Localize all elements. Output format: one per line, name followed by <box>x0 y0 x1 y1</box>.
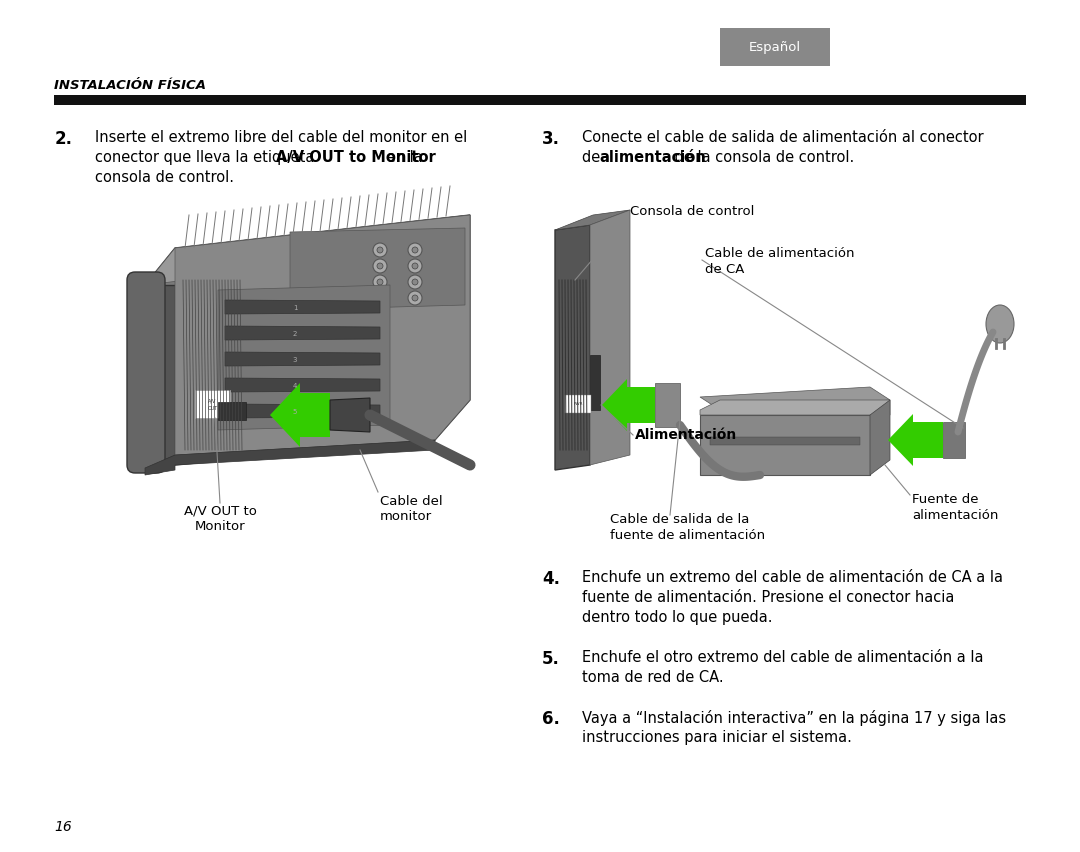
Text: INSTALACIÓN FÍSICA: INSTALACIÓN FÍSICA <box>54 79 206 92</box>
Circle shape <box>377 263 383 269</box>
Text: A/V OUT to Monitor: A/V OUT to Monitor <box>276 150 436 165</box>
Polygon shape <box>145 215 470 285</box>
Bar <box>700 415 870 475</box>
Text: Vaya a “Instalación interactiva” en la página 17 y siga las: Vaya a “Instalación interactiva” en la p… <box>582 710 1007 726</box>
Circle shape <box>373 275 387 289</box>
Polygon shape <box>590 210 630 465</box>
Bar <box>710 437 860 445</box>
Bar <box>195 390 230 418</box>
Circle shape <box>377 295 383 301</box>
Circle shape <box>408 259 422 273</box>
Text: toma de red de CA.: toma de red de CA. <box>582 670 724 685</box>
Text: OUT: OUT <box>207 406 218 411</box>
Circle shape <box>408 291 422 305</box>
Polygon shape <box>870 400 890 475</box>
Text: 4: 4 <box>293 383 297 389</box>
Text: 5: 5 <box>293 409 297 415</box>
Polygon shape <box>145 215 470 468</box>
Polygon shape <box>291 228 465 310</box>
Bar <box>565 395 591 413</box>
Text: instrucciones para iniciar el sistema.: instrucciones para iniciar el sistema. <box>582 730 852 745</box>
Text: 6.: 6. <box>542 710 559 728</box>
Text: 3.: 3. <box>542 130 561 148</box>
Text: A/V OUT to: A/V OUT to <box>184 505 256 518</box>
Polygon shape <box>225 326 380 340</box>
Polygon shape <box>888 414 943 466</box>
Text: Conecte el cable de salida de alimentación al conector: Conecte el cable de salida de alimentaci… <box>582 130 984 145</box>
Bar <box>590 355 600 410</box>
Text: Alimentación: Alimentación <box>635 428 738 442</box>
Text: 2: 2 <box>293 331 297 337</box>
Polygon shape <box>700 400 890 415</box>
Text: de la consola de control.: de la consola de control. <box>670 150 854 165</box>
Polygon shape <box>270 383 330 447</box>
Ellipse shape <box>986 305 1014 343</box>
Polygon shape <box>225 352 380 366</box>
Polygon shape <box>145 440 435 475</box>
Polygon shape <box>218 285 390 430</box>
Text: 5.: 5. <box>542 650 559 668</box>
Text: 4.: 4. <box>542 570 561 588</box>
Text: de CA: de CA <box>705 263 744 276</box>
Text: Monitor: Monitor <box>194 520 245 533</box>
Circle shape <box>411 295 418 301</box>
Polygon shape <box>555 225 590 470</box>
Text: A/V: A/V <box>208 399 217 404</box>
Bar <box>218 402 246 420</box>
Text: fuente de alimentación: fuente de alimentación <box>610 529 765 542</box>
Text: 16: 16 <box>54 820 71 834</box>
Text: 3: 3 <box>293 357 297 363</box>
Text: monitor: monitor <box>380 510 432 523</box>
Polygon shape <box>943 422 966 458</box>
Circle shape <box>373 259 387 273</box>
Text: 1: 1 <box>293 305 297 311</box>
Text: Inserte el extremo libre del cable del monitor en el: Inserte el extremo libre del cable del m… <box>95 130 468 145</box>
Polygon shape <box>225 300 380 314</box>
Circle shape <box>377 279 383 285</box>
Polygon shape <box>225 404 380 418</box>
Polygon shape <box>225 378 380 392</box>
Bar <box>54 95 1026 105</box>
Circle shape <box>411 247 418 253</box>
Polygon shape <box>654 383 680 427</box>
Text: consola de control.: consola de control. <box>95 170 234 185</box>
Polygon shape <box>700 387 890 410</box>
Polygon shape <box>145 285 175 468</box>
Text: Cable de salida de la: Cable de salida de la <box>610 513 750 526</box>
Text: 2.: 2. <box>55 130 73 148</box>
Text: PWR: PWR <box>573 402 583 406</box>
Polygon shape <box>602 379 654 431</box>
Circle shape <box>373 291 387 305</box>
Text: Consola de control: Consola de control <box>630 205 754 218</box>
Circle shape <box>408 243 422 257</box>
Polygon shape <box>555 210 630 230</box>
Text: Fuente de: Fuente de <box>912 493 978 506</box>
Bar <box>720 28 831 66</box>
Polygon shape <box>175 215 470 455</box>
Text: dentro todo lo que pueda.: dentro todo lo que pueda. <box>582 610 772 625</box>
Text: Enchufe un extremo del cable de alimentación de CA a la: Enchufe un extremo del cable de alimenta… <box>582 570 1003 585</box>
Circle shape <box>411 279 418 285</box>
Text: alimentación: alimentación <box>912 509 998 522</box>
Circle shape <box>373 243 387 257</box>
Polygon shape <box>330 398 370 432</box>
Text: fuente de alimentación. Presione el conector hacia: fuente de alimentación. Presione el cone… <box>582 590 955 605</box>
Circle shape <box>377 247 383 253</box>
Text: alimentación: alimentación <box>599 150 706 165</box>
Text: en la: en la <box>381 150 422 165</box>
Text: de: de <box>582 150 605 165</box>
Text: Cable del: Cable del <box>380 495 443 508</box>
Text: Enchufe el otro extremo del cable de alimentación a la: Enchufe el otro extremo del cable de ali… <box>582 650 984 665</box>
FancyBboxPatch shape <box>127 272 165 473</box>
Text: conector que lleva la etiqueta: conector que lleva la etiqueta <box>95 150 319 165</box>
Circle shape <box>408 275 422 289</box>
Text: Cable de alimentación: Cable de alimentación <box>705 247 854 260</box>
Text: Español: Español <box>748 41 801 54</box>
Circle shape <box>411 263 418 269</box>
